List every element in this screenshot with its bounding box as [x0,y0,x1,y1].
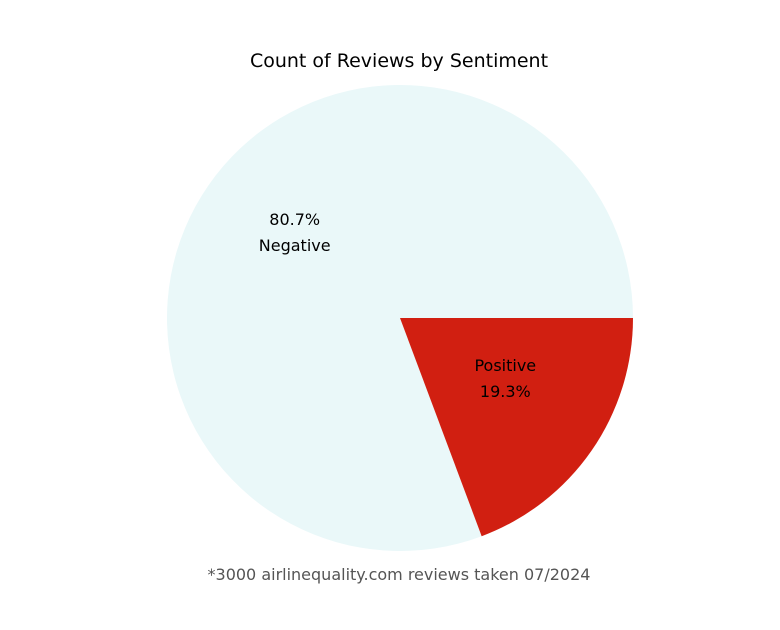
pie-labels: 80.7% Negative 19.3% Positive [259,210,536,401]
chart-title: Count of Reviews by Sentiment [250,50,548,72]
chart-footnote: *3000 airlinequality.com reviews taken 0… [208,565,591,584]
pie-category-label-positive: Positive [474,356,536,375]
pie-slices [167,85,633,552]
pie-value-label-positive: 19.3% [480,382,531,401]
pie-value-label-negative: 80.7% [269,210,320,229]
pie-slice-positive [400,318,633,537]
pie-category-label-negative: Negative [259,236,331,255]
